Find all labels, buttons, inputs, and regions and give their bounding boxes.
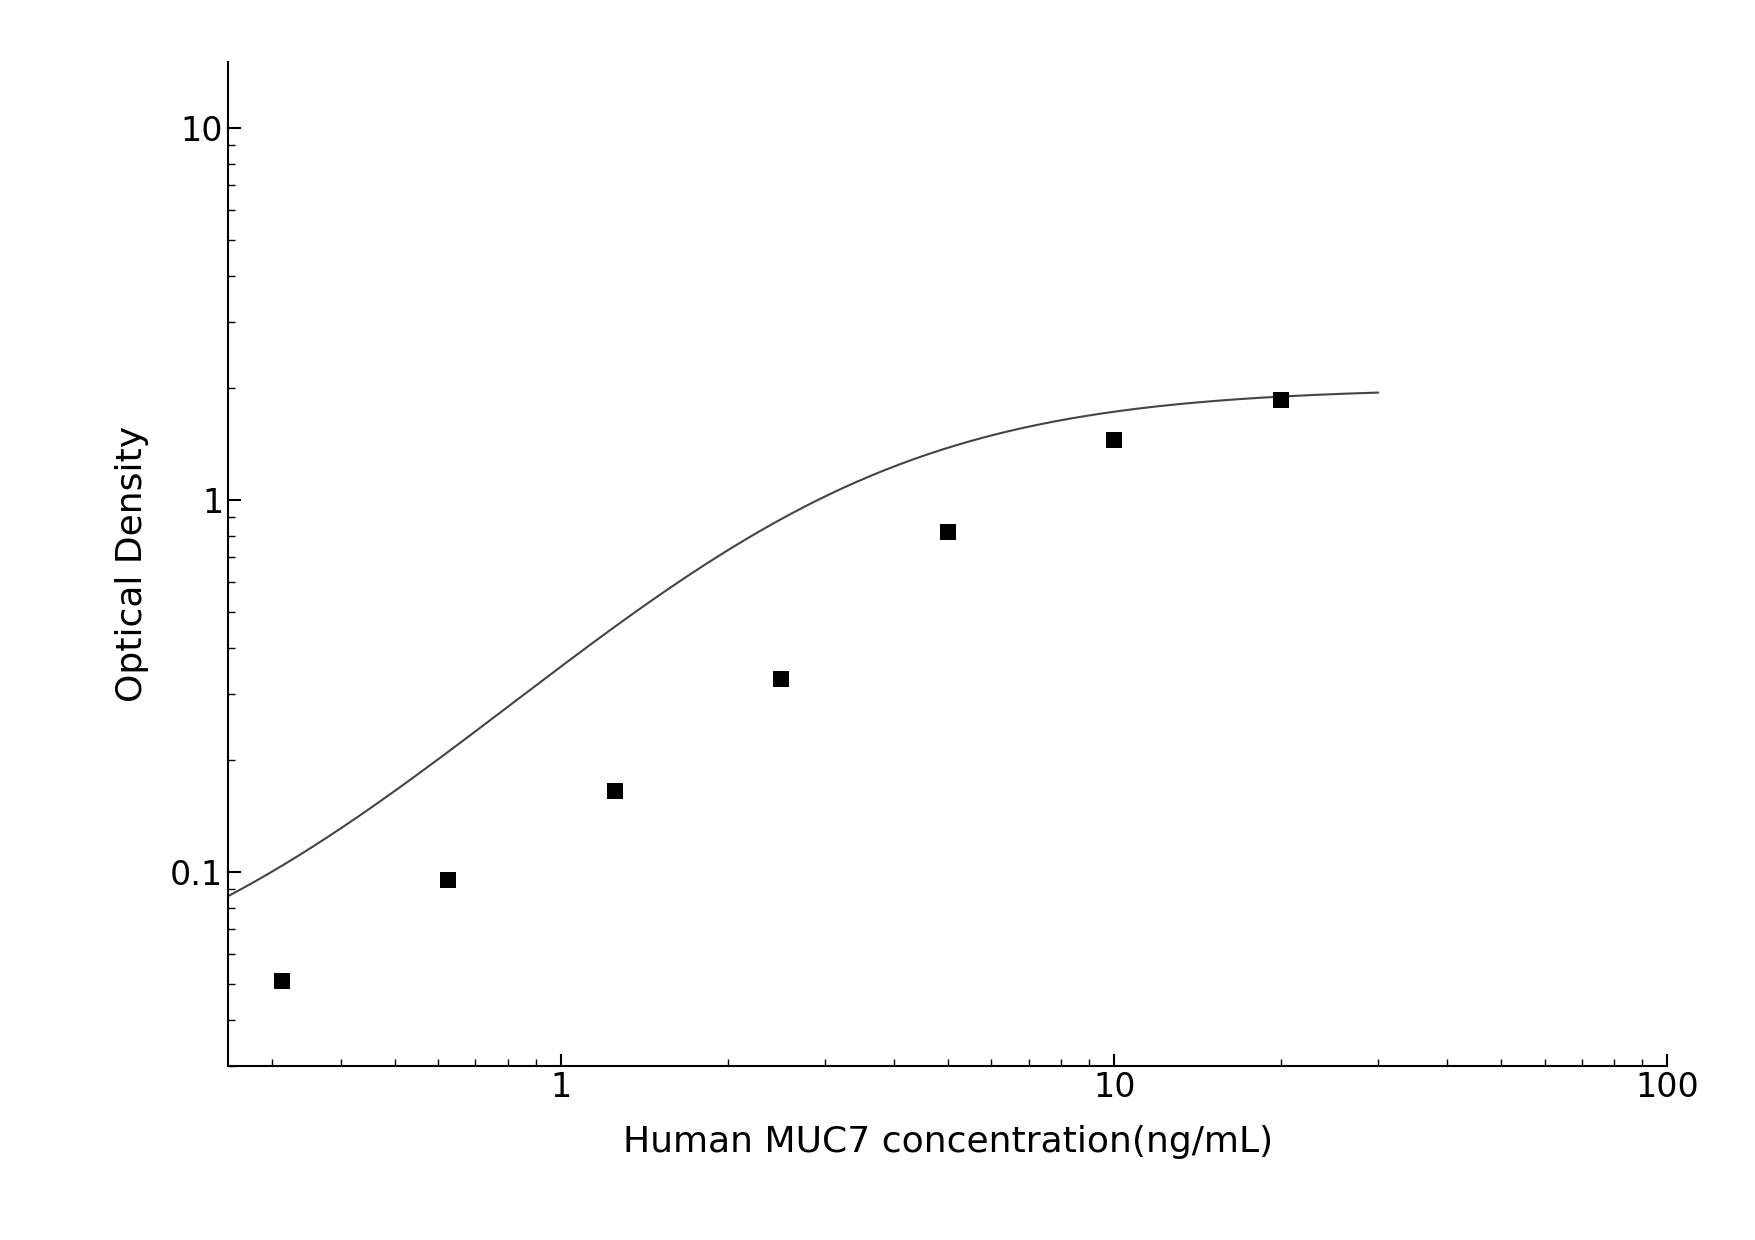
- Y-axis label: Optical Density: Optical Density: [116, 427, 149, 702]
- Point: [1100, 430, 1128, 450]
- X-axis label: Human MUC7 concentration(ng/mL): Human MUC7 concentration(ng/mL): [623, 1125, 1272, 1159]
- Point: [600, 781, 628, 801]
- Point: [1267, 391, 1295, 410]
- Point: [433, 870, 462, 890]
- Point: [269, 971, 297, 991]
- Point: [767, 668, 795, 688]
- Point: [934, 522, 962, 542]
